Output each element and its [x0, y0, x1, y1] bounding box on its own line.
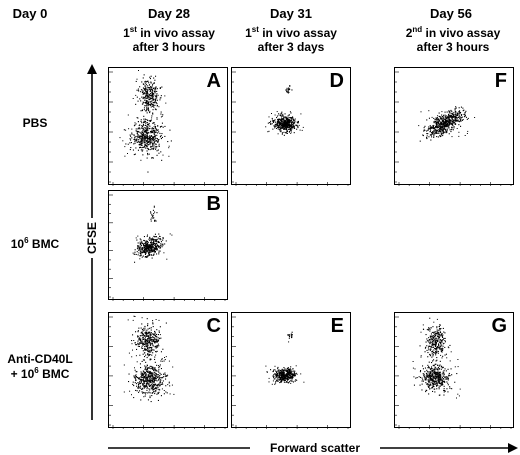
- header-day31: Day 31: [270, 6, 312, 21]
- row-label-pbs: PBS: [22, 116, 48, 130]
- panel-e: E: [231, 312, 351, 429]
- y-axis-label: CFSE: [84, 218, 100, 258]
- panel-a-label: A: [206, 70, 221, 92]
- row-label-anti-cd40l: Anti-CD40L + 106 BMC: [7, 352, 73, 381]
- panel-f: F: [394, 67, 514, 186]
- row-label-bmc: 106 BMC: [10, 236, 60, 252]
- panel-f-label: F: [494, 70, 507, 92]
- header-day56: Day 56: [430, 6, 472, 21]
- panel-b-label: B: [206, 193, 221, 215]
- panel-c-label: C: [206, 315, 221, 337]
- panel-a: A: [108, 67, 228, 186]
- panel-b: B: [108, 190, 228, 301]
- panel-g-dots: [395, 316, 512, 429]
- header-day28: Day 28: [148, 6, 190, 21]
- panel-g: G: [394, 312, 514, 429]
- panel-a-dots: [109, 70, 226, 186]
- x-axis-label: Forward scatter: [250, 441, 380, 455]
- panel-c: C: [108, 312, 228, 429]
- panel-e-label: E: [330, 315, 344, 337]
- panel-e-dots: [232, 316, 349, 429]
- header-day0: Day 0: [12, 6, 48, 21]
- subheader-day28: 1st in vivo assay after 3 hours: [123, 25, 215, 55]
- panel-d-label: D: [329, 70, 344, 92]
- panel-d: D: [231, 67, 351, 186]
- panel-d-dots: [232, 71, 349, 186]
- panel-b-dots: [109, 194, 226, 301]
- panel-f-dots: [395, 71, 512, 186]
- panel-g-label: G: [491, 315, 507, 337]
- subheader-day31: 1st in vivo assay after 3 days: [245, 25, 337, 55]
- panel-c-dots: [109, 315, 226, 429]
- subheader-day56: 2nd in vivo assay after 3 hours: [405, 25, 501, 55]
